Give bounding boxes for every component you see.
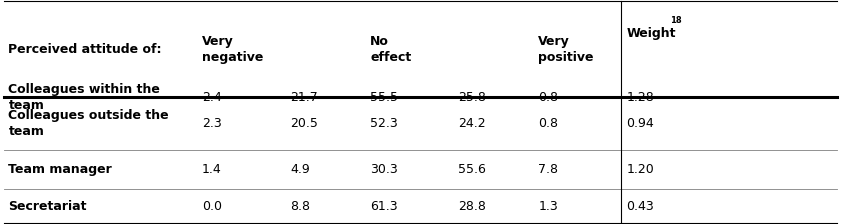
Text: 8.8: 8.8	[290, 200, 310, 213]
Text: 18: 18	[670, 16, 682, 25]
Text: 55.5: 55.5	[370, 91, 398, 104]
Text: 0.8: 0.8	[538, 91, 558, 104]
Text: 55.6: 55.6	[458, 163, 486, 176]
Text: Team manager: Team manager	[8, 163, 112, 176]
Text: Very
positive: Very positive	[538, 35, 594, 64]
Text: 30.3: 30.3	[370, 163, 398, 176]
Text: 20.5: 20.5	[290, 117, 318, 130]
Text: 0.43: 0.43	[627, 200, 654, 213]
Text: 0.94: 0.94	[627, 117, 654, 130]
Text: 21.7: 21.7	[290, 91, 318, 104]
Text: Secretariat: Secretariat	[8, 200, 87, 213]
Text: 2.4: 2.4	[202, 91, 221, 104]
Text: 1.4: 1.4	[202, 163, 221, 176]
Text: 61.3: 61.3	[370, 200, 398, 213]
Text: 25.8: 25.8	[458, 91, 486, 104]
Text: 0.8: 0.8	[538, 117, 558, 130]
Text: 4.9: 4.9	[290, 163, 309, 176]
Text: 7.8: 7.8	[538, 163, 558, 176]
Text: 0.0: 0.0	[202, 200, 222, 213]
Text: No
effect: No effect	[370, 35, 411, 64]
Text: Colleagues within the
team: Colleagues within the team	[8, 83, 161, 112]
Text: Perceived attitude of:: Perceived attitude of:	[8, 43, 162, 56]
Text: 2.3: 2.3	[202, 117, 221, 130]
Text: 1.3: 1.3	[538, 200, 558, 213]
Text: Colleagues outside the
team: Colleagues outside the team	[8, 109, 169, 138]
Text: 1.28: 1.28	[627, 91, 654, 104]
Text: 1.20: 1.20	[627, 163, 654, 176]
Text: 28.8: 28.8	[458, 200, 486, 213]
Text: 24.2: 24.2	[458, 117, 486, 130]
Text: Weight: Weight	[627, 27, 676, 40]
Text: 52.3: 52.3	[370, 117, 398, 130]
Text: Very
negative: Very negative	[202, 35, 263, 64]
